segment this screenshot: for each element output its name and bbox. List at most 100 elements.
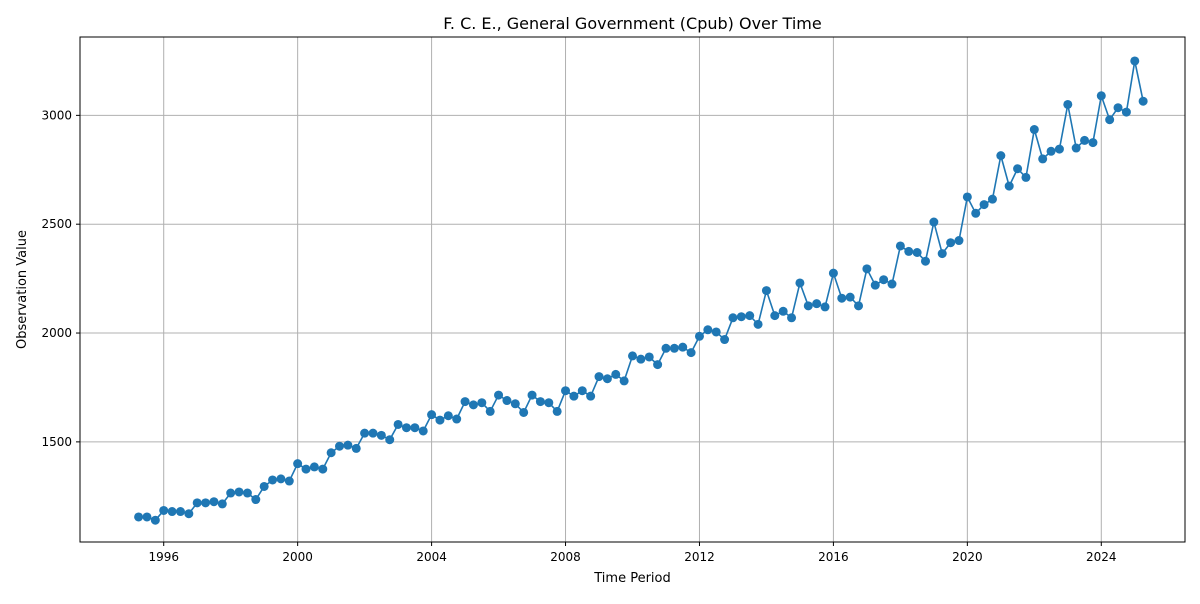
y-tick-label: 3000	[41, 108, 72, 122]
data-point-marker	[728, 313, 738, 323]
data-point-marker	[870, 280, 880, 290]
data-point-marker	[209, 497, 219, 507]
data-point-marker	[879, 275, 889, 285]
data-point-marker	[234, 487, 244, 497]
data-point-marker	[720, 335, 730, 345]
data-point-marker	[251, 495, 261, 505]
data-series	[134, 56, 1148, 525]
data-point-marker	[527, 390, 537, 400]
plot-area-frame	[79, 36, 1186, 543]
data-point-marker	[284, 476, 294, 486]
data-point-marker	[360, 428, 370, 438]
data-point-marker	[862, 264, 872, 274]
data-point-marker	[134, 512, 144, 522]
data-point-marker	[778, 306, 788, 316]
data-point-marker	[1054, 144, 1064, 154]
x-tick-label: 2008	[550, 550, 581, 564]
data-point-marker	[401, 423, 411, 433]
data-point-marker	[535, 397, 545, 407]
y-tick-label: 2000	[41, 326, 72, 340]
data-point-marker	[586, 391, 596, 401]
data-point-marker	[293, 459, 303, 469]
data-point-marker	[268, 475, 278, 485]
data-point-marker	[946, 238, 956, 248]
data-point-marker	[787, 313, 797, 323]
data-point-marker	[602, 374, 612, 384]
data-point-marker	[820, 302, 830, 312]
data-point-marker	[736, 312, 746, 322]
data-point-marker	[443, 411, 453, 421]
data-point-marker	[929, 217, 939, 227]
data-point-marker	[1113, 103, 1123, 113]
data-point-marker	[795, 278, 805, 288]
data-point-marker	[494, 390, 504, 400]
data-point-marker	[745, 311, 755, 321]
data-point-marker	[452, 414, 462, 424]
data-point-marker	[628, 351, 637, 361]
x-tick-label: 2024	[1086, 550, 1117, 564]
data-point-marker	[561, 386, 571, 396]
data-point-marker	[686, 348, 696, 358]
data-point-marker	[711, 327, 721, 337]
x-tick-label: 2016	[818, 550, 849, 564]
data-point-marker	[435, 415, 445, 425]
data-point-marker	[703, 325, 713, 335]
data-point-marker	[217, 499, 227, 509]
y-tick-label: 1500	[41, 435, 72, 449]
data-point-marker	[619, 376, 629, 386]
data-point-marker	[828, 268, 838, 278]
data-point-marker	[1038, 154, 1048, 164]
data-point-marker	[1046, 146, 1056, 156]
data-point-marker	[309, 462, 319, 472]
data-point-marker	[159, 505, 169, 515]
series-line	[138, 60, 1144, 522]
data-point-marker	[987, 194, 997, 204]
data-point-marker	[996, 151, 1006, 161]
data-point-marker	[276, 474, 286, 484]
data-point-marker	[175, 507, 185, 517]
data-point-marker	[1004, 181, 1014, 191]
x-tick-label: 2012	[684, 550, 715, 564]
x-tick-label: 2000	[282, 550, 313, 564]
data-point-marker	[837, 293, 847, 303]
data-point-marker	[854, 301, 864, 311]
data-point-marker	[142, 512, 152, 522]
data-point-marker	[167, 507, 177, 517]
data-point-marker	[1071, 143, 1081, 153]
data-point-marker	[904, 246, 914, 256]
data-point-marker	[971, 208, 981, 218]
data-point-marker	[761, 286, 771, 296]
data-point-marker	[669, 343, 679, 353]
data-point-marker	[1121, 107, 1131, 117]
data-point-marker	[753, 319, 763, 329]
data-point-marker	[502, 396, 512, 406]
x-tick-label: 2020	[952, 550, 983, 564]
x-tick-label: 2004	[416, 550, 447, 564]
data-point-marker	[694, 331, 704, 341]
data-point-marker	[376, 430, 386, 440]
axis-ticks: 1996 2000 2004 2008 2012 2016 2020 2024 1500 2000…	[41, 108, 1116, 564]
data-point-marker	[259, 481, 269, 491]
data-point-marker	[1130, 56, 1140, 66]
data-point-marker	[979, 200, 989, 210]
data-point-marker	[427, 410, 437, 420]
data-point-marker	[318, 464, 328, 474]
data-point-marker	[1105, 115, 1115, 125]
data-point-marker	[577, 386, 587, 396]
data-point-marker	[544, 398, 554, 408]
data-point-marker	[519, 407, 529, 417]
data-point-marker	[460, 397, 470, 407]
data-point-marker	[201, 498, 211, 508]
x-axis-label: Time Period	[593, 571, 670, 586]
x-tick-label: 1996	[148, 550, 179, 564]
data-point-marker	[661, 343, 671, 353]
data-point-marker	[812, 299, 822, 309]
data-point-marker	[887, 279, 897, 289]
data-point-marker	[803, 301, 813, 311]
data-point-marker	[468, 400, 478, 410]
data-point-marker	[962, 192, 972, 202]
y-tick-label: 2500	[41, 217, 72, 231]
data-point-marker	[954, 236, 964, 246]
data-point-marker	[636, 354, 646, 364]
